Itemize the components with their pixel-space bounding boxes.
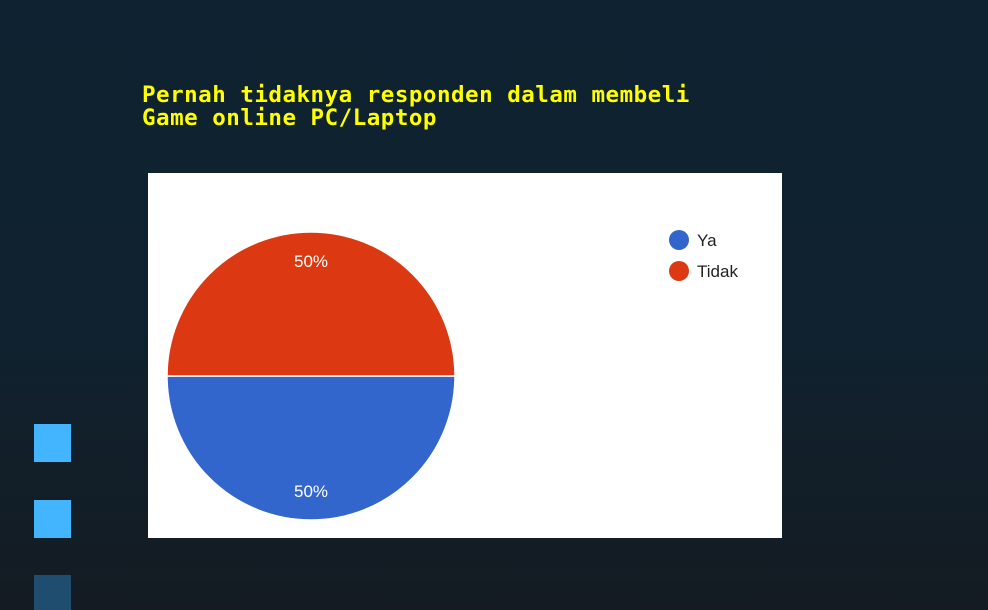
slide-title-line-2: Game online PC/Laptop (142, 105, 437, 131)
pie-slice-tidak (166, 231, 456, 377)
legend-marker-ya (669, 230, 689, 250)
legend-label-tidak: Tidak (697, 262, 738, 281)
pie-slice-ya (166, 375, 456, 521)
legend-label-ya: Ya (697, 231, 717, 250)
pie-slice-label-ya: 50% (294, 482, 328, 501)
decorative-square-2 (34, 500, 71, 538)
decorative-square-1 (34, 424, 71, 462)
slide-title-line-1: Pernah tidaknya responden dalam membeli (142, 82, 690, 108)
legend-marker-tidak (669, 261, 689, 281)
pie-slice-label-tidak: 50% (294, 252, 328, 271)
decorative-square-3 (34, 575, 71, 610)
slide-title: Pernah tidaknya responden dalam membeli … (142, 84, 942, 130)
pie-chart: 50% 50% Ya Tidak (166, 230, 738, 521)
pie-chart-panel: 50% 50% Ya Tidak (148, 173, 782, 538)
